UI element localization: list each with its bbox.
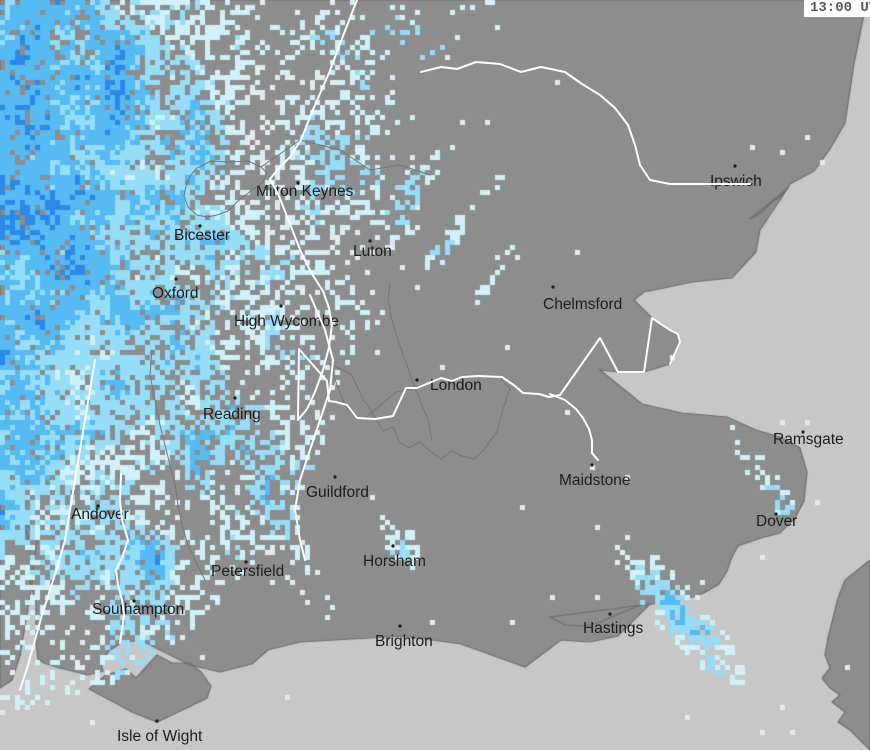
svg-text:Reading: Reading [203,406,261,423]
svg-text:Bicester: Bicester [174,227,230,244]
svg-text:Maidstone: Maidstone [559,472,631,489]
svg-text:Luton: Luton [353,243,392,260]
svg-text:Isle of Wight: Isle of Wight [117,728,203,745]
svg-text:Ramsgate: Ramsgate [773,431,844,448]
svg-text:Brighton: Brighton [375,633,433,650]
svg-text:Milton Keynes: Milton Keynes [256,183,354,200]
svg-text:Oxford: Oxford [152,285,199,302]
svg-text:Petersfield: Petersfield [211,563,284,580]
svg-text:Ipswich: Ipswich [710,173,762,190]
svg-text:Hastings: Hastings [583,620,644,637]
svg-text:Southampton: Southampton [92,601,184,618]
svg-text:Horsham: Horsham [363,553,426,570]
svg-text:Chelmsford: Chelmsford [543,296,622,313]
svg-text:Dover: Dover [756,513,797,530]
svg-text:Guildford: Guildford [306,484,369,501]
